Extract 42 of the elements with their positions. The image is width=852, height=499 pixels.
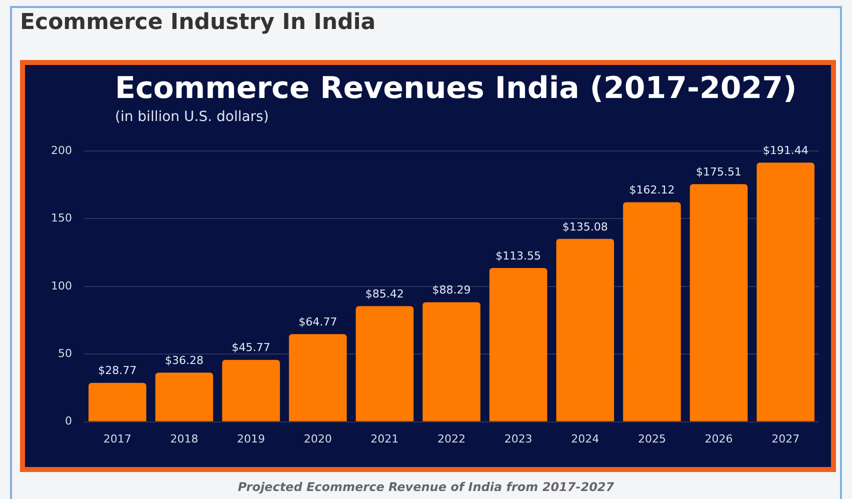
- x-tick-label: 2019: [237, 432, 266, 446]
- data-label: $162.12: [629, 184, 675, 197]
- data-label: $191.44: [762, 144, 808, 157]
- data-label: $135.08: [562, 220, 608, 234]
- bar: [690, 184, 748, 422]
- text: Ecommerce Industry In India: [20, 10, 376, 35]
- x-tick-label: 2022: [438, 432, 466, 446]
- bar: [556, 238, 614, 422]
- data-label: $45.77: [232, 341, 270, 354]
- x-tick-label: 2020: [304, 432, 332, 446]
- chart-title: Ecommerce Revenues India (2017-2027): [115, 71, 797, 106]
- bar: [155, 372, 214, 422]
- data-label: $28.77: [98, 364, 137, 378]
- x-tick-label: 2025: [638, 432, 666, 446]
- data-label: $85.42: [365, 288, 404, 300]
- x-tick-label: 2017: [103, 432, 132, 446]
- y-tick-label: 0: [64, 414, 72, 428]
- data-label: $64.77: [298, 315, 338, 328]
- data-label: $175.51: [696, 166, 742, 179]
- x-tick-label: 2024: [571, 432, 600, 446]
- bar: [489, 268, 548, 422]
- data-label: $36.28: [164, 354, 204, 368]
- x-tick-label: 2023: [504, 432, 532, 446]
- y-tick-label: 50: [58, 346, 72, 360]
- x-tick-label: 2018: [170, 432, 198, 446]
- text: Projected Ecommerce Revenue of India from 2017-2027: [236, 480, 616, 494]
- y-tick-label: 200: [50, 144, 72, 157]
- bar: [422, 302, 480, 422]
- chart-subtitle: (in billion U.S. dollars): [115, 109, 269, 125]
- data-label: $113.55: [496, 249, 542, 262]
- x-tick-label: 2021: [370, 432, 399, 446]
- bar: [356, 306, 414, 422]
- bar: [222, 360, 280, 422]
- x-tick-label: 2027: [772, 432, 800, 446]
- bar: [756, 162, 814, 422]
- bar: [623, 202, 681, 422]
- y-tick-label: 100: [50, 279, 72, 292]
- bar: [288, 334, 347, 422]
- data-label: $88.29: [432, 284, 471, 297]
- y-tick-label: 150: [50, 212, 72, 225]
- bar: [88, 382, 146, 422]
- x-tick-label: 2026: [704, 432, 733, 446]
